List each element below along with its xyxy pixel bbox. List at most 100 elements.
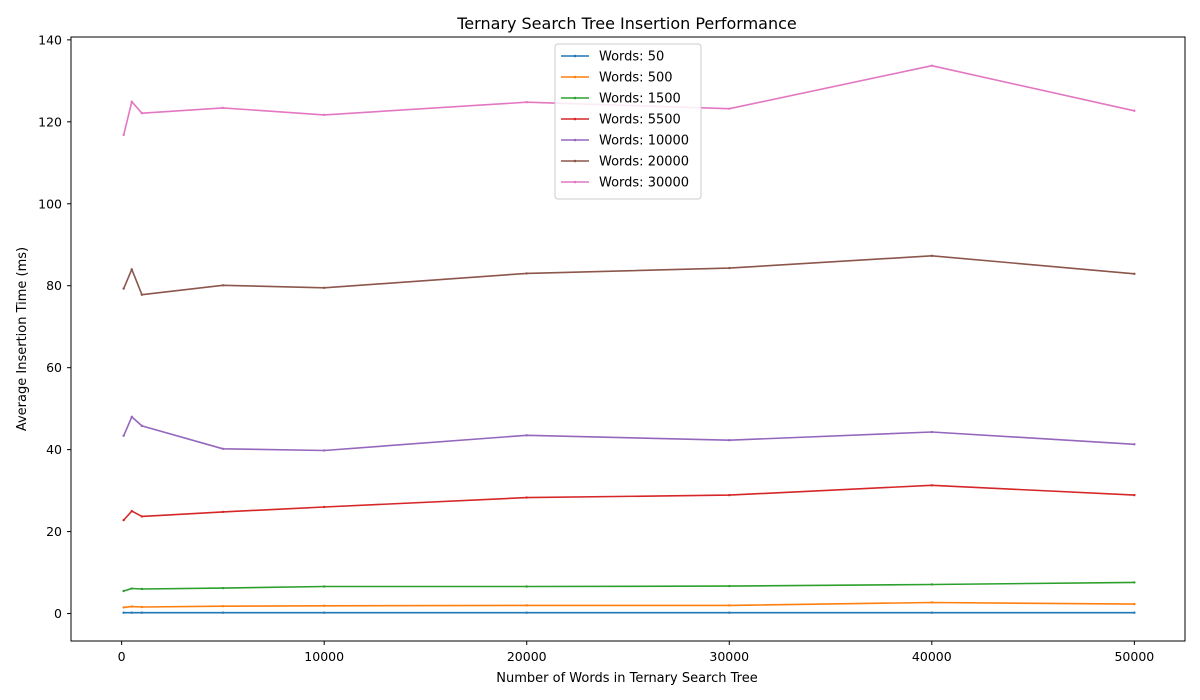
series-0 — [122, 611, 1136, 614]
legend-marker — [573, 159, 577, 163]
data-point — [930, 64, 934, 67]
legend-label: Words: 10000 — [599, 134, 689, 149]
data-point — [140, 424, 144, 428]
legend-marker — [573, 54, 577, 58]
legend-label: Words: 5500 — [599, 113, 681, 128]
data-point — [525, 585, 528, 588]
series-1 — [122, 601, 1136, 609]
data-point — [1133, 272, 1136, 276]
data-point — [140, 293, 144, 296]
legend-marker — [573, 180, 577, 184]
series-5 — [122, 254, 1136, 296]
series-line — [123, 581, 1135, 592]
data-point — [140, 515, 144, 518]
legend-item: Words: 500 — [561, 71, 673, 86]
data-point — [221, 284, 225, 287]
x-tick-label: 10000 — [304, 649, 344, 664]
data-point — [930, 601, 934, 604]
y-axis-title: Average Insertion Time (ms) — [15, 247, 30, 431]
legend-label: Words: 1500 — [599, 92, 681, 107]
legend-label: Words: 50 — [599, 50, 664, 65]
y-tick-label: 80 — [46, 278, 62, 293]
data-point — [322, 113, 326, 117]
data-point — [221, 447, 225, 451]
y-tick-label: 100 — [38, 196, 62, 211]
data-point — [130, 509, 133, 513]
legend-marker — [573, 138, 577, 142]
data-point — [122, 434, 125, 437]
series-line — [123, 484, 1135, 521]
legend-item: Words: 5500 — [561, 113, 681, 128]
y-tick-label: 20 — [46, 524, 62, 539]
x-tick-label: 20000 — [507, 649, 547, 664]
legend-marker — [573, 96, 577, 100]
legend-marker — [573, 117, 577, 121]
data-point — [728, 493, 731, 497]
data-point — [140, 587, 144, 591]
data-point — [130, 415, 133, 419]
y-axis: 0 20 40 60 80 100 120 140 — [38, 32, 71, 621]
x-tick-label: 50000 — [1114, 649, 1154, 664]
data-point — [525, 604, 528, 607]
data-point — [1133, 443, 1136, 446]
data-point — [322, 505, 326, 509]
data-point — [1133, 493, 1136, 497]
legend-marker — [573, 75, 577, 79]
series-layer — [122, 64, 1136, 614]
data-point — [322, 449, 326, 452]
y-tick-label: 40 — [46, 442, 62, 457]
chart-title: Ternary Search Tree Insertion Performanc… — [456, 14, 797, 33]
data-point — [140, 605, 144, 609]
legend: Words: 50 Words: 500 Words: 1500 Words: 550… — [554, 43, 702, 200]
data-point — [1133, 109, 1136, 112]
legend-label: Words: 20000 — [599, 155, 689, 170]
data-point — [930, 583, 934, 586]
data-point — [140, 112, 144, 115]
legend-frame — [554, 43, 702, 200]
series-3 — [122, 484, 1136, 522]
series-line — [123, 601, 1135, 609]
data-point — [122, 606, 125, 609]
legend-item: Words: 10000 — [561, 134, 689, 149]
data-point — [525, 496, 528, 499]
data-point — [130, 605, 133, 608]
data-point — [525, 272, 528, 275]
data-point — [322, 585, 326, 588]
data-point — [140, 611, 144, 614]
legend-item: Words: 50 — [561, 50, 664, 65]
data-point — [221, 611, 225, 614]
data-point — [322, 286, 326, 289]
data-point — [728, 611, 731, 614]
data-point — [122, 133, 125, 137]
data-point — [930, 254, 934, 258]
data-point — [322, 604, 326, 607]
data-point — [130, 268, 133, 271]
plot-area — [70, 36, 1186, 642]
data-point — [130, 100, 133, 103]
series-6 — [122, 64, 1136, 137]
y-tick-label: 0 — [54, 606, 62, 621]
x-axis: 0 10000 20000 30000 40000 50000 — [118, 641, 1154, 664]
x-tick-label: 30000 — [709, 649, 749, 664]
data-point — [728, 266, 731, 270]
legend-label: Words: 30000 — [599, 176, 689, 191]
data-point — [728, 604, 731, 607]
data-point — [1133, 581, 1136, 584]
y-tick-label: 140 — [38, 32, 62, 47]
data-point — [130, 611, 133, 614]
data-point — [221, 604, 225, 608]
series-line — [122, 255, 1135, 296]
data-point — [728, 107, 731, 110]
data-point — [122, 611, 125, 614]
data-point — [525, 611, 528, 614]
data-point — [221, 106, 225, 110]
data-point — [1133, 611, 1136, 614]
data-point — [728, 584, 731, 588]
data-point — [221, 510, 225, 514]
legend-label: Words: 500 — [599, 71, 673, 86]
data-point — [930, 430, 934, 434]
y-tick-label: 60 — [46, 360, 62, 375]
data-point — [1133, 602, 1136, 606]
x-axis-title: Number of Words in Ternary Search Tree — [496, 671, 757, 686]
